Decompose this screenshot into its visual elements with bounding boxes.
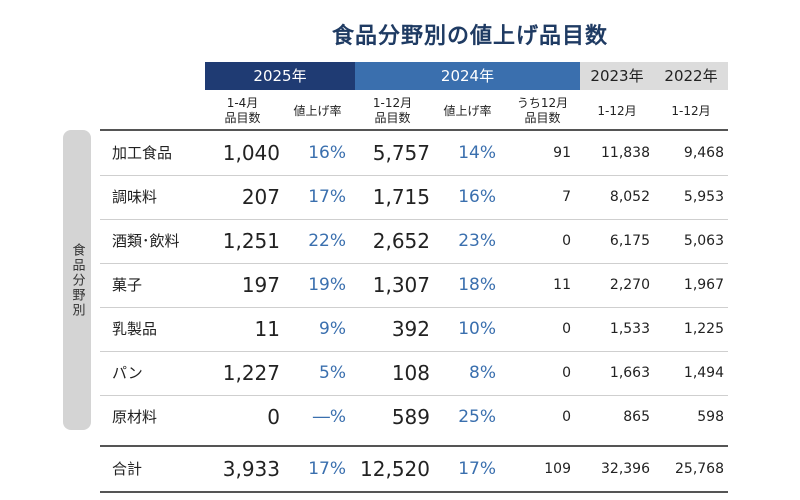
- cell-v2024: 5,757: [372, 141, 430, 165]
- row-divider: [100, 491, 728, 493]
- side-label-text: 食品分野別: [69, 242, 85, 318]
- table-row: 乳製品 11 9% 392 10% 0 1,533 1,225: [100, 307, 728, 351]
- cell-v2022: 1,967: [683, 277, 724, 293]
- cell-v2023: 1,663: [609, 365, 650, 381]
- cell-v2022: 598: [697, 409, 724, 425]
- cell-cat: パン: [112, 364, 143, 382]
- row-divider: [100, 351, 728, 352]
- cell-v2024: 2,652: [372, 229, 430, 253]
- cell-v2022: 5,063: [683, 233, 724, 249]
- row-divider: [100, 445, 728, 447]
- cell-v2024: 392: [391, 317, 430, 341]
- cell-v2024: 1,715: [372, 185, 430, 209]
- cell-v2025: 0: [267, 405, 280, 429]
- cell-v2025: 1,251: [222, 229, 280, 253]
- cell-cat: 調味料: [112, 188, 158, 206]
- cell-v2023: 8,052: [609, 189, 650, 205]
- table-row: 菓子 197 19% 1,307 18% 11 2,270 1,967: [100, 263, 728, 307]
- table-row: 加工食品 1,040 16% 5,757 14% 91 11,838 9,468: [100, 131, 728, 175]
- cell-v2023: 6,175: [609, 233, 650, 249]
- cell-v2023: 32,396: [601, 461, 650, 477]
- cell-v2024: 12,520: [360, 457, 430, 481]
- subheader-2024-december: うち12月 品目数: [516, 96, 569, 125]
- cell-cat: 原材料: [112, 408, 158, 426]
- subheader-2023: 1-12月: [597, 103, 637, 118]
- row-divider: [100, 307, 728, 308]
- year-header-2024: 2024年: [355, 62, 580, 90]
- cell-dec2024: 0: [562, 321, 571, 337]
- subheader-2024-items: 1-12月 品目数: [372, 96, 413, 125]
- cell-dec2024: 0: [562, 365, 571, 381]
- cell-r2025: 16%: [308, 143, 346, 163]
- subheader-2025-rate: 値上げ率: [293, 103, 342, 118]
- row-divider: [100, 395, 728, 396]
- cell-v2023: 1,533: [609, 321, 650, 337]
- cell-v2022: 25,768: [675, 461, 724, 477]
- cell-dec2024: 0: [562, 233, 571, 249]
- table-row: 調味料 207 17% 1,715 16% 7 8,052 5,953: [100, 175, 728, 219]
- side-category-label: 食品分野別: [63, 130, 91, 430]
- cell-r2025: 17%: [308, 187, 346, 207]
- cell-dec2024: 7: [562, 189, 571, 205]
- row-divider: [100, 175, 728, 176]
- cell-r2025: 17%: [308, 459, 346, 479]
- cell-r2024: 16%: [458, 187, 496, 207]
- row-divider: [100, 129, 728, 131]
- year-header-2022: 2022年: [654, 62, 728, 90]
- subheader-2025-items: 1-4月 品目数: [224, 96, 261, 125]
- cell-r2025: 9%: [319, 319, 346, 339]
- cell-v2025: 11: [254, 317, 280, 341]
- cell-v2025: 207: [241, 185, 280, 209]
- cell-r2025: 22%: [308, 231, 346, 251]
- cell-r2025: ―%: [312, 407, 346, 427]
- cell-cat: 酒類･飲料: [112, 232, 180, 250]
- cell-v2022: 9,468: [683, 145, 724, 161]
- cell-r2024: 10%: [458, 319, 496, 339]
- cell-cat: 合計: [112, 460, 143, 478]
- cell-r2024: 18%: [458, 275, 496, 295]
- year-header-2023: 2023年: [580, 62, 654, 90]
- row-divider: [100, 219, 728, 220]
- cell-r2025: 5%: [319, 363, 346, 383]
- cell-v2025: 1,227: [222, 361, 280, 385]
- cell-v2025: 197: [241, 273, 280, 297]
- cell-v2025: 3,933: [222, 457, 280, 481]
- table-row: 原材料 0 ―% 589 25% 0 865 598: [100, 395, 728, 439]
- cell-v2024: 589: [391, 405, 430, 429]
- cell-v2022: 5,953: [683, 189, 724, 205]
- cell-v2024: 1,307: [372, 273, 430, 297]
- cell-v2023: 865: [623, 409, 650, 425]
- cell-v2023: 2,270: [609, 277, 650, 293]
- cell-v2025: 1,040: [222, 141, 280, 165]
- cell-r2024: 23%: [458, 231, 496, 251]
- cell-r2024: 14%: [458, 143, 496, 163]
- cell-dec2024: 11: [553, 277, 571, 293]
- cell-r2024: 17%: [458, 459, 496, 479]
- cell-r2025: 19%: [308, 275, 346, 295]
- subheader-2024-rate: 値上げ率: [443, 103, 492, 118]
- cell-cat: 菓子: [112, 276, 143, 294]
- row-divider: [100, 263, 728, 264]
- cell-dec2024: 109: [544, 461, 571, 477]
- cell-r2024: 25%: [458, 407, 496, 427]
- cell-cat: 乳製品: [112, 320, 158, 338]
- total-row: 合計 3,933 17% 12,520 17% 109 32,396 25,768: [100, 447, 728, 491]
- cell-dec2024: 0: [562, 409, 571, 425]
- cell-r2024: 8%: [469, 363, 496, 383]
- cell-v2024: 108: [391, 361, 430, 385]
- cell-v2023: 11,838: [601, 145, 650, 161]
- cell-v2022: 1,494: [683, 365, 724, 381]
- subheader-2022: 1-12月: [671, 103, 711, 118]
- cell-v2022: 1,225: [683, 321, 724, 337]
- cell-dec2024: 91: [553, 145, 571, 161]
- page-title: 食品分野別の値上げ品目数: [331, 24, 608, 49]
- year-header-2025: 2025年: [205, 62, 355, 90]
- cell-cat: 加工食品: [112, 144, 173, 162]
- table-row: 酒類･飲料 1,251 22% 2,652 23% 0 6,175 5,063: [100, 219, 728, 263]
- table-row: パン 1,227 5% 108 8% 0 1,663 1,494: [100, 351, 728, 395]
